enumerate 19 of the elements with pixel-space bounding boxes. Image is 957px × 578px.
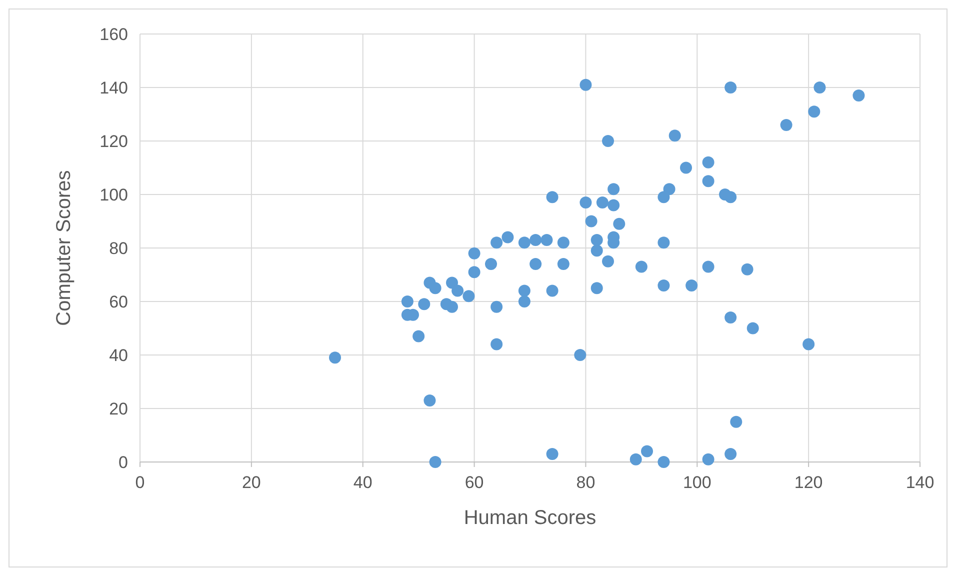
y-tick-label: 160 — [100, 25, 128, 44]
x-tick-label: 20 — [242, 473, 261, 492]
x-tick-label: 80 — [576, 473, 596, 492]
x-axis-title: Human Scores — [464, 507, 596, 529]
y-tick-label: 60 — [109, 292, 128, 312]
y-tick-label: 0 — [118, 453, 128, 472]
x-tick-label: 0 — [135, 473, 145, 492]
y-tick-label: 140 — [100, 78, 128, 98]
y-axis-title: Computer Scores — [53, 170, 75, 326]
x-tick-label: 140 — [906, 473, 934, 492]
x-tick-label: 120 — [794, 473, 823, 492]
y-tick-label: 80 — [109, 239, 128, 258]
y-tick-label: 40 — [109, 346, 128, 365]
y-tick-label: 120 — [100, 132, 128, 151]
x-tick-label: 40 — [353, 473, 372, 492]
x-tick-label: 60 — [464, 473, 484, 492]
y-tick-label: 100 — [100, 186, 128, 204]
y-tick-label: 20 — [109, 400, 128, 418]
x-tick-label: 100 — [682, 473, 712, 492]
